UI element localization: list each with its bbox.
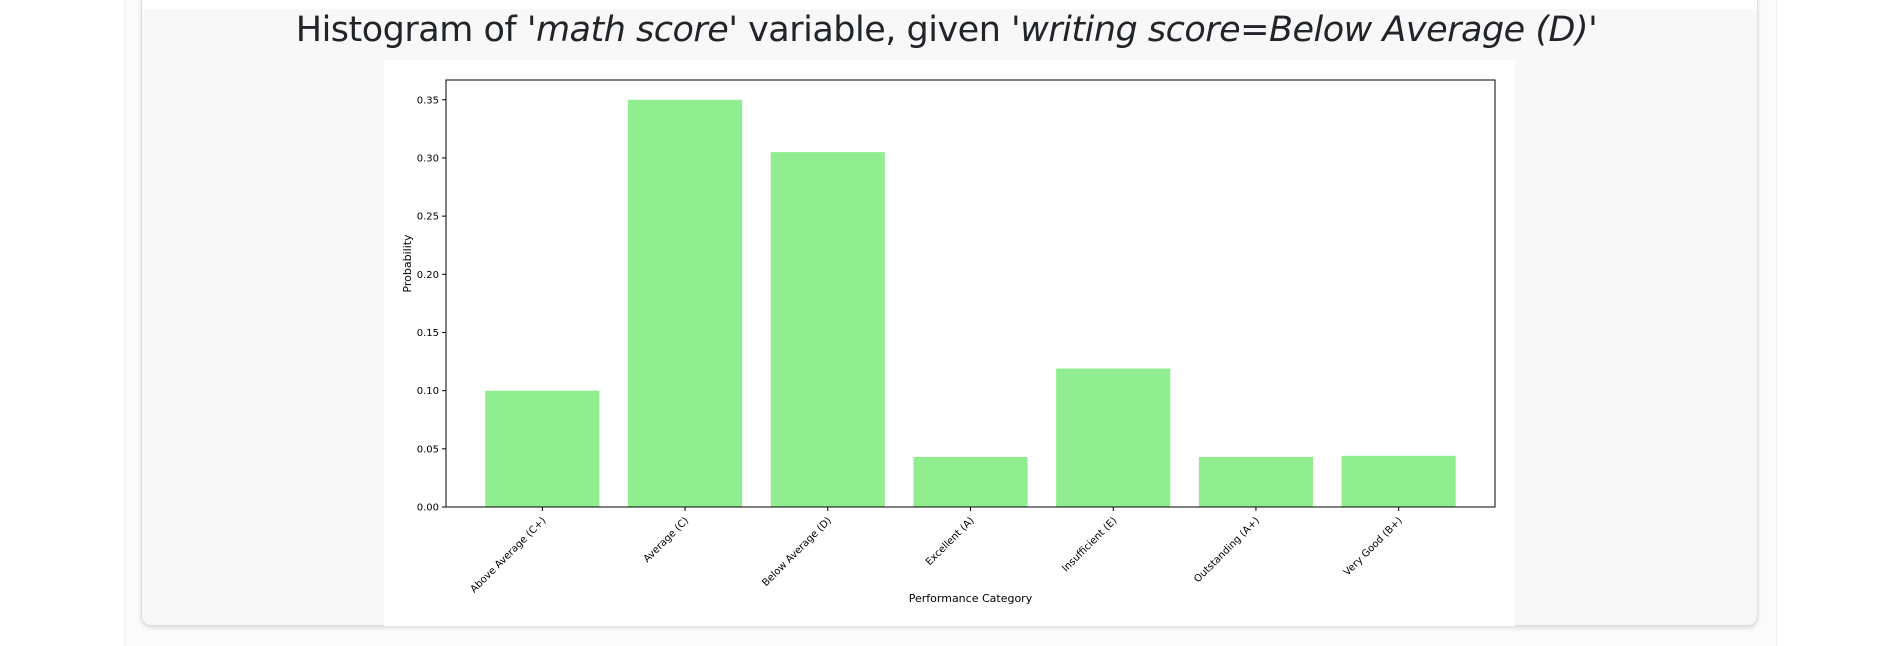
title-middle: ' variable, given ' <box>728 10 1021 50</box>
x-tick-label: Insufficient (E) <box>1060 515 1119 574</box>
bar-chart: 0.00 0.05 0.10 0.15 0.20 0.25 0.30 0.35 Above A… <box>401 79 1496 605</box>
bar-1 <box>627 99 743 507</box>
y-tick-label: 0.30 <box>417 153 439 164</box>
title-prefix: Histogram of ' <box>295 10 537 50</box>
y-axis-label: Probability <box>401 234 414 293</box>
x-axis-label: Performance Category <box>909 592 1033 605</box>
bar-6 <box>1341 455 1456 507</box>
title-variable: math score <box>535 10 729 50</box>
bar-5 <box>1198 456 1314 507</box>
y-tick-label: 0.25 <box>417 212 439 223</box>
chart-figure: 0.00 0.05 0.10 0.15 0.20 0.25 0.30 0.35 Above A… <box>384 60 1515 626</box>
bar-2 <box>770 152 885 507</box>
card-top-strip <box>142 0 1757 9</box>
bars-group <box>485 99 1456 507</box>
y-tick-label: 0.10 <box>417 386 439 397</box>
bar-0 <box>485 390 600 507</box>
bar-3 <box>913 456 1028 507</box>
bar-4 <box>1056 368 1171 507</box>
x-tick-label: Average (C) <box>642 515 692 565</box>
x-tick-label: Above Average (C+) <box>469 515 549 595</box>
plot-frame <box>445 79 1496 508</box>
y-tick-label: 0.15 <box>417 328 439 339</box>
title-condition: writing score=Below Average (D) <box>1020 10 1589 50</box>
y-tick-label: 0.00 <box>417 503 439 514</box>
x-tick-label: Below Average (D) <box>760 515 834 589</box>
y-tick-label: 0.35 <box>417 95 439 106</box>
y-tick-label: 0.05 <box>417 444 439 455</box>
x-tick-label: Excellent (A) <box>924 515 977 568</box>
x-axis: Above Average (C+) Average (C) Below Avera… <box>469 507 1405 595</box>
x-tick-label: Outstanding (A+) <box>1192 515 1262 585</box>
title-suffix: ' <box>1588 10 1598 50</box>
chart-title: Histogram of 'math score' variable, give… <box>0 6 1893 54</box>
y-tick-label: 0.20 <box>417 270 439 281</box>
x-tick-label: Very Good (B+) <box>1342 515 1405 578</box>
y-axis: 0.00 0.05 0.10 0.15 0.20 0.25 0.30 0.35 <box>417 95 446 514</box>
